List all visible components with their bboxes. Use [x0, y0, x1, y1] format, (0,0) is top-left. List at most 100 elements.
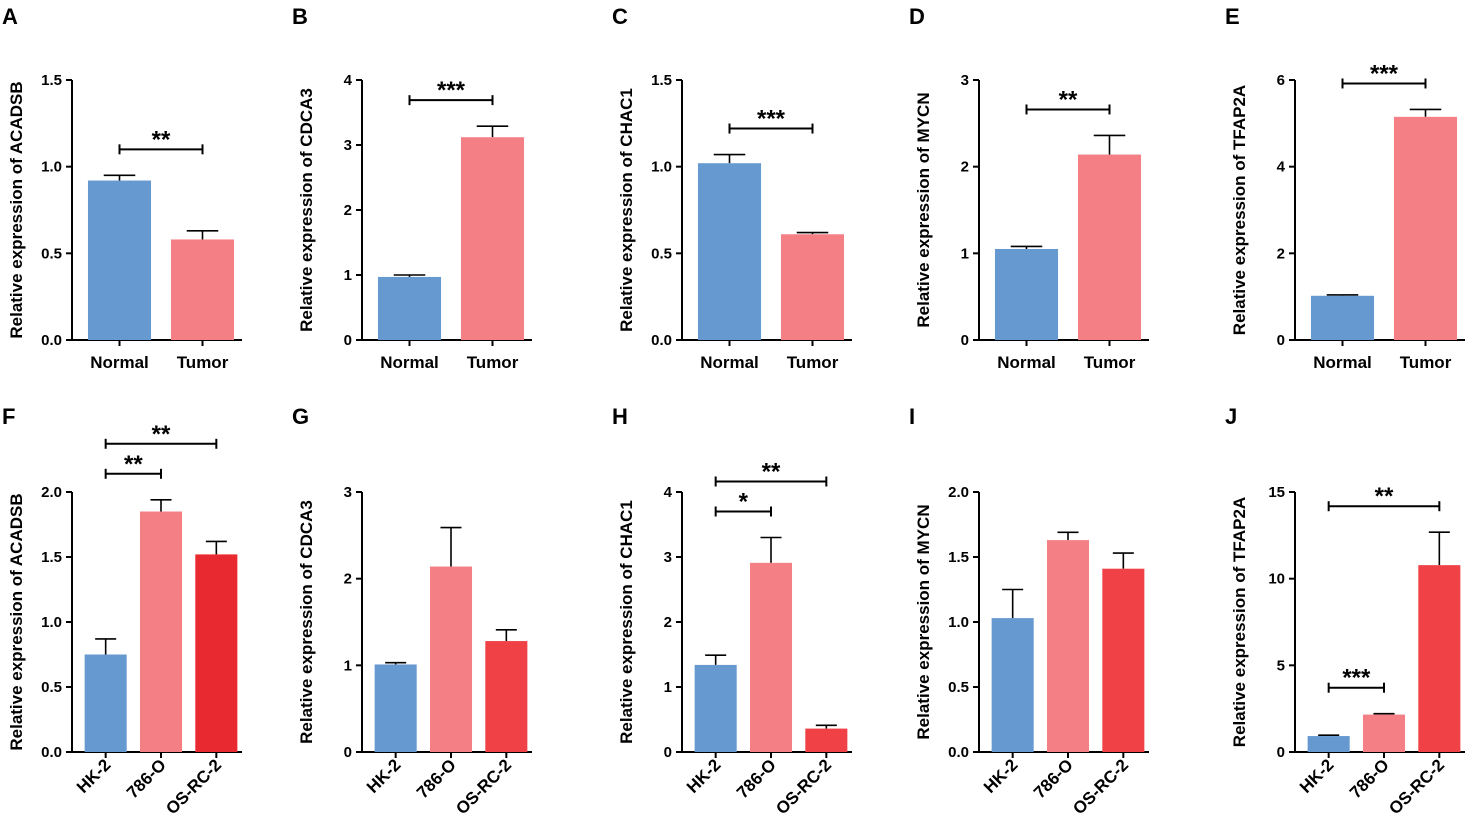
y-tick-label: 0: [344, 744, 352, 761]
significance-label: **: [762, 459, 781, 486]
significance-label: ***: [1342, 665, 1371, 692]
y-axis-label: Relative expression of CDCA3: [297, 500, 316, 744]
x-tick-label: Normal: [380, 353, 439, 372]
x-tick-label: Tumor: [1084, 353, 1136, 372]
y-tick-label: 10: [1268, 571, 1285, 588]
y-tick-label: 2: [664, 614, 672, 631]
bar: [1102, 568, 1145, 752]
y-tick-label: 2.0: [948, 484, 969, 501]
bar: [1418, 565, 1461, 752]
x-tick-label: Tumor: [1400, 353, 1452, 372]
y-axis-label: Relative expression of ACADSB: [7, 493, 26, 750]
y-tick-label: 0: [344, 332, 352, 349]
bar: [991, 618, 1034, 752]
x-tick-label: OS-RC-2: [452, 755, 515, 818]
panel-label: G: [292, 404, 309, 429]
y-tick-label: 2: [344, 202, 352, 219]
bar: [1310, 295, 1375, 340]
panel-label: F: [2, 404, 15, 429]
y-tick-label: 5: [1277, 657, 1285, 674]
y-tick-label: 1.0: [41, 614, 62, 631]
y-tick-label: 0: [1277, 332, 1285, 349]
x-tick-label: Tumor: [787, 353, 839, 372]
y-tick-label: 0.0: [948, 744, 969, 761]
x-tick-label: 786-O: [1346, 755, 1393, 802]
y-tick-label: 3: [344, 484, 352, 501]
y-tick-label: 2: [344, 571, 352, 588]
x-tick-label: OS-RC-2: [772, 755, 835, 818]
panel-label: B: [292, 4, 308, 29]
y-tick-label: 1: [961, 245, 969, 262]
y-tick-label: 3: [344, 137, 352, 154]
x-tick-label: HK-2: [683, 755, 724, 796]
bar: [749, 562, 793, 752]
bar: [805, 728, 848, 752]
y-tick-label: 0.0: [41, 332, 62, 349]
significance-label: **: [152, 126, 171, 153]
panel-label: I: [909, 404, 915, 429]
y-tick-label: 1.5: [651, 72, 672, 89]
significance-label: ***: [1370, 60, 1399, 87]
x-tick-label: 786-O: [733, 755, 780, 802]
y-tick-label: 1.0: [948, 614, 969, 631]
y-axis-label: Relative expression of ACADSB: [7, 81, 26, 338]
x-tick-label: HK-2: [980, 755, 1021, 796]
significance-label: *: [739, 489, 749, 516]
bar: [84, 654, 127, 752]
y-axis-label: Relative expression of CHAC1: [617, 500, 636, 744]
y-axis-label: Relative expression of MYCN: [914, 504, 933, 739]
bar: [694, 664, 737, 752]
x-tick-label: Tumor: [467, 353, 519, 372]
x-tick-label: 786-O: [413, 755, 460, 802]
x-tick-label: HK-2: [73, 755, 114, 796]
bar: [1393, 116, 1458, 340]
x-tick-label: Normal: [1313, 353, 1372, 372]
bar: [460, 137, 525, 340]
x-tick-label: 786-O: [123, 755, 170, 802]
panel-label: J: [1225, 404, 1237, 429]
y-tick-label: 1.0: [651, 159, 672, 176]
panel-label: A: [2, 4, 18, 29]
significance-label: **: [124, 451, 143, 478]
y-tick-label: 1: [664, 679, 672, 696]
bar: [485, 641, 528, 752]
panel-label: C: [612, 4, 628, 29]
y-tick-label: 1.0: [41, 159, 62, 176]
y-tick-label: 1.5: [41, 549, 62, 566]
x-tick-label: HK-2: [363, 755, 404, 796]
y-tick-label: 1: [344, 657, 352, 674]
bar: [1046, 540, 1090, 752]
significance-label: **: [1375, 483, 1394, 510]
y-axis-label: Relative expression of MYCN: [914, 92, 933, 327]
y-tick-label: 3: [961, 72, 969, 89]
x-tick-label: Normal: [90, 353, 149, 372]
y-tick-label: 1.5: [948, 549, 969, 566]
x-tick-label: Normal: [997, 353, 1056, 372]
panel-label: H: [612, 404, 628, 429]
x-tick-label: Tumor: [177, 353, 229, 372]
bar: [170, 239, 235, 340]
y-tick-label: 2: [961, 159, 969, 176]
significance-label: ***: [437, 77, 466, 104]
y-tick-label: 15: [1268, 484, 1285, 501]
x-tick-label: 786-O: [1030, 755, 1077, 802]
bar: [994, 249, 1059, 340]
bar: [1307, 736, 1350, 752]
bar: [195, 554, 238, 752]
y-tick-label: 1.5: [41, 72, 62, 89]
y-tick-label: 0.0: [41, 744, 62, 761]
bar: [1077, 154, 1142, 340]
y-axis-label: Relative expression of TFAP2A: [1230, 497, 1249, 747]
y-tick-label: 0.5: [948, 679, 969, 696]
y-axis-label: Relative expression of CHAC1: [617, 88, 636, 332]
significance-label: **: [1059, 86, 1078, 113]
y-tick-label: 6: [1277, 72, 1285, 89]
bar: [374, 664, 417, 752]
x-tick-label: Normal: [700, 353, 759, 372]
y-tick-label: 0.5: [41, 679, 62, 696]
x-tick-label: OS-RC-2: [162, 755, 225, 818]
bar: [139, 511, 183, 752]
x-tick-label: OS-RC-2: [1385, 755, 1448, 818]
bar: [1362, 714, 1406, 752]
